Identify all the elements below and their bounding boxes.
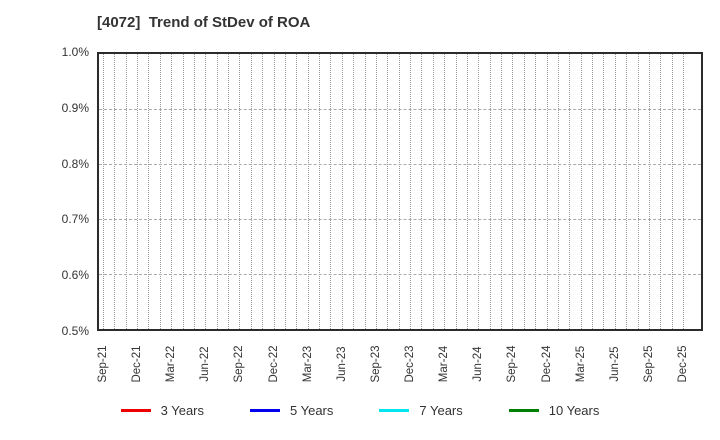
legend-item: 7 Years <box>379 403 463 418</box>
legend-line-swatch <box>250 409 280 412</box>
legend-line-swatch <box>508 409 539 412</box>
x-tick-label: Jun-25 <box>608 346 621 382</box>
y-tick-label: 0.8% <box>61 156 89 171</box>
x-tick-label: Sep-22 <box>233 345 246 383</box>
vertical-gridline <box>216 54 218 329</box>
vertical-gridline <box>114 54 116 329</box>
x-tick-label: Mar-25 <box>574 345 587 383</box>
vertical-gridline <box>523 54 525 329</box>
vertical-gridline <box>637 54 639 329</box>
legend: 3 Years 5 Years 7 Years 10 Years <box>0 403 720 418</box>
vertical-gridline <box>626 54 628 329</box>
vertical-gridline <box>148 54 150 329</box>
y-tick-label: 0.6% <box>61 268 89 283</box>
vertical-gridline <box>228 54 230 329</box>
legend-line-swatch <box>379 409 410 412</box>
vertical-gridline <box>421 54 423 329</box>
vertical-gridline <box>603 54 605 329</box>
plot-area <box>97 52 703 331</box>
vertical-gridline <box>205 54 207 329</box>
horizontal-gridline <box>99 219 701 220</box>
legend-label: 3 Years <box>160 403 204 418</box>
vertical-gridline <box>489 54 491 329</box>
vertical-gridline <box>307 54 309 329</box>
vertical-gridline <box>444 54 446 329</box>
y-tick-label: 0.5% <box>61 324 89 338</box>
vertical-gridline <box>375 54 377 329</box>
horizontal-gridline <box>99 274 701 275</box>
vertical-gridline <box>171 54 173 329</box>
vertical-gridline <box>387 54 389 329</box>
horizontal-gridline <box>99 164 701 165</box>
legend-label: 10 Years <box>548 403 600 418</box>
legend-item: 10 Years <box>508 403 600 418</box>
y-tick-label: 0.7% <box>61 212 89 227</box>
vertical-gridline <box>455 54 457 329</box>
x-tick-label: Dec-21 <box>131 345 144 383</box>
vertical-gridline <box>159 54 161 329</box>
x-tick-label: Sep-21 <box>97 345 109 383</box>
vertical-gridline <box>569 54 571 329</box>
x-tick-label: Dec-22 <box>267 345 280 383</box>
vertical-gridline <box>410 54 412 329</box>
x-tick-label: Dec-25 <box>677 345 689 383</box>
x-tick-label: Dec-24 <box>540 345 553 383</box>
vertical-gridline <box>580 54 582 329</box>
x-tick-label: Jun-22 <box>199 346 212 382</box>
vertical-gridline <box>592 54 594 329</box>
vertical-gridline <box>648 54 650 329</box>
vertical-gridline <box>319 54 321 329</box>
vertical-gridline <box>296 54 298 329</box>
legend-label: 5 Years <box>290 403 334 418</box>
vertical-gridline <box>182 54 184 329</box>
x-tick-label: Dec-23 <box>404 345 417 383</box>
vertical-gridline <box>273 54 275 329</box>
legend-item: 3 Years <box>120 403 204 418</box>
vertical-gridline <box>466 54 468 329</box>
vertical-gridline <box>478 54 480 329</box>
vertical-gridline <box>193 54 195 329</box>
x-tick-label: Sep-23 <box>369 345 382 383</box>
vertical-gridline <box>432 54 434 329</box>
vertical-gridline <box>364 54 366 329</box>
vertical-gridline <box>501 54 503 329</box>
y-tick-label: 0.9% <box>61 100 89 115</box>
vertical-gridline <box>103 54 104 329</box>
chart-title: [4072] Trend of StDev of ROA <box>97 14 311 31</box>
vertical-gridline <box>535 54 537 329</box>
x-tick-label: Jun-23 <box>335 346 348 382</box>
vertical-gridline <box>614 54 616 329</box>
x-tick-label: Jun-24 <box>472 346 485 382</box>
vertical-gridline <box>546 54 548 329</box>
vertical-gridline <box>398 54 400 329</box>
vertical-gridline <box>341 54 343 329</box>
vertical-gridline <box>660 54 662 329</box>
x-tick-label: Mar-23 <box>301 345 314 383</box>
vertical-gridline <box>250 54 252 329</box>
vertical-gridline <box>239 54 241 329</box>
x-tick-label: Mar-22 <box>165 345 178 383</box>
x-tick-label: Sep-25 <box>642 345 655 383</box>
legend-line-swatch <box>120 409 151 412</box>
vertical-gridline <box>683 54 684 329</box>
vertical-gridline <box>284 54 286 329</box>
vertical-gridline <box>125 54 127 329</box>
vertical-gridline <box>557 54 559 329</box>
horizontal-gridline <box>99 109 701 110</box>
x-tick-label: Sep-24 <box>506 345 519 383</box>
vertical-gridline <box>671 54 673 329</box>
x-tick-label: Mar-24 <box>438 345 451 383</box>
legend-label: 7 Years <box>419 403 463 418</box>
vertical-gridline <box>512 54 514 329</box>
legend-item: 5 Years <box>250 403 333 418</box>
vertical-gridline <box>330 54 332 329</box>
vertical-gridline <box>137 54 139 329</box>
vertical-gridline <box>353 54 355 329</box>
y-tick-label: 1.0% <box>61 45 89 59</box>
vertical-gridline <box>262 54 264 329</box>
